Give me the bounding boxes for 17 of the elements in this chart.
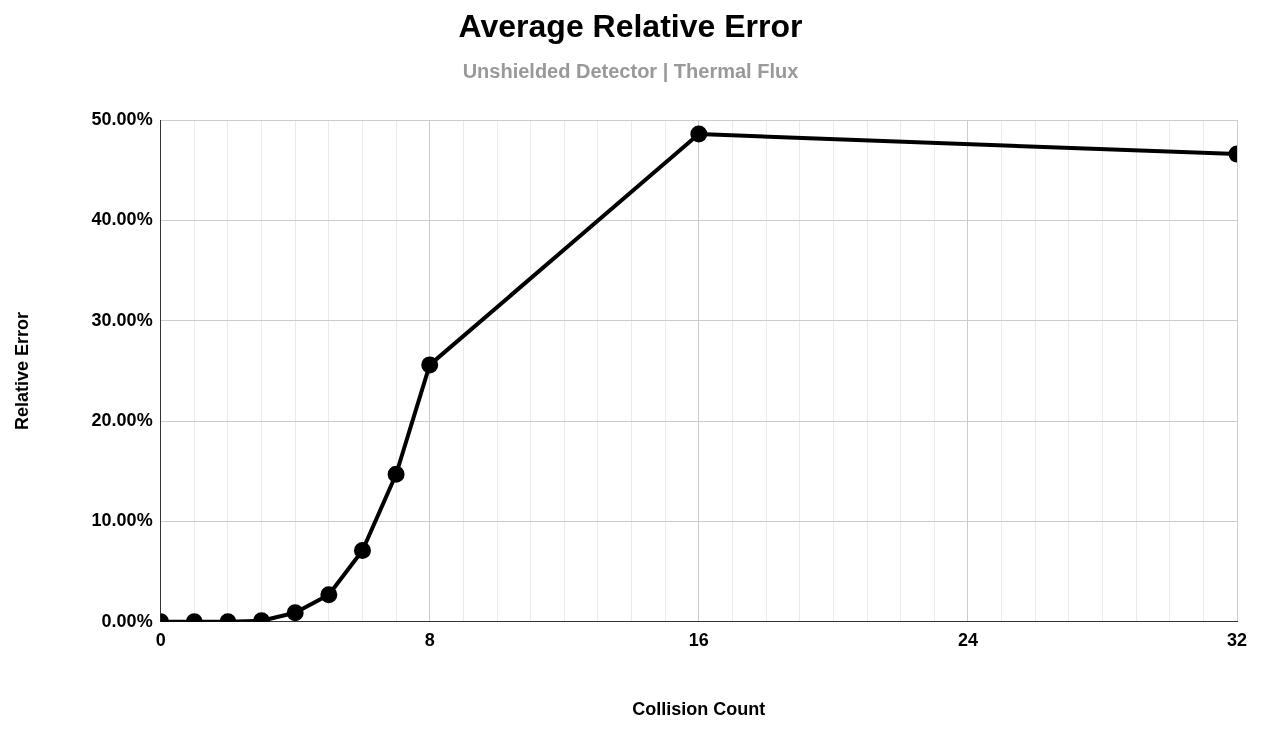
x-tick-label: 32 (1226, 629, 1248, 650)
y-tick-label: 10.00% (91, 510, 153, 531)
point (421, 356, 439, 374)
x-tick-label: 8 (424, 629, 435, 650)
point (690, 125, 708, 143)
x-tick-label: 0 (155, 629, 166, 650)
y-tick-label: 20.00% (91, 410, 153, 431)
y-axis-title: Relative Error (11, 311, 32, 430)
y-tick-label: 0.00% (101, 610, 153, 631)
x-tick-label: 24 (957, 629, 978, 650)
chart-title: Average Relative Error (457, 8, 804, 45)
x-axis-title: Collision Count (632, 699, 766, 720)
y-tick-label: 40.00% (91, 209, 153, 230)
chart-subtitle: Unshielded Detector | Thermal Flux (461, 60, 800, 83)
y-tick-label: 30.00% (91, 309, 153, 330)
x-tick-label: 16 (688, 629, 709, 650)
y-tick-label: 50.00% (91, 108, 153, 129)
